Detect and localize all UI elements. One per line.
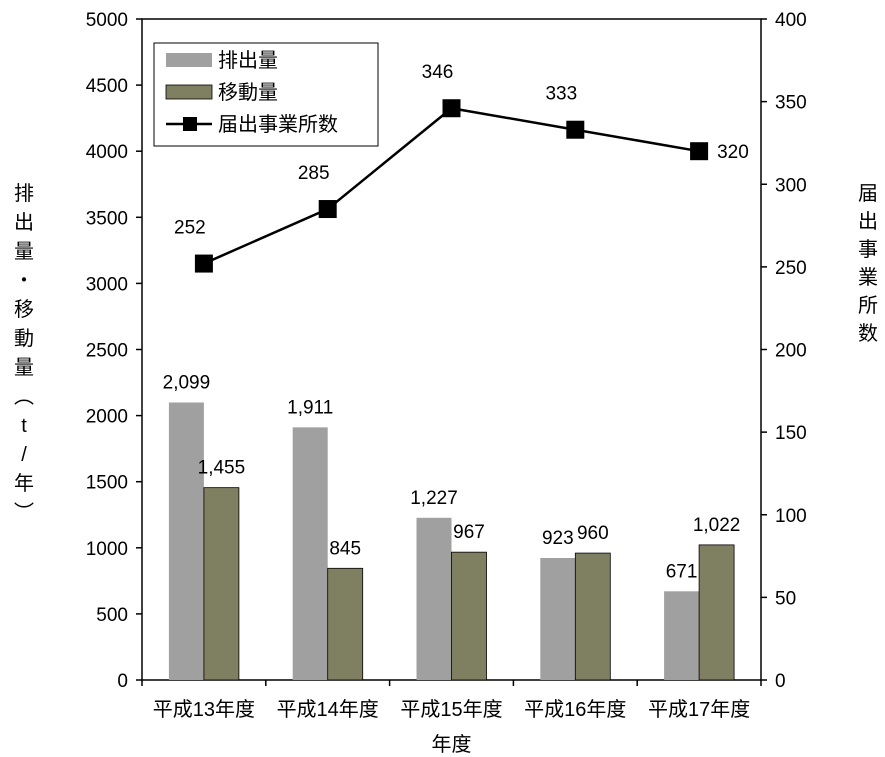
y-axis-title-char: 出 xyxy=(14,211,34,234)
line-value-label: 333 xyxy=(545,84,577,105)
bar-transfer xyxy=(451,551,487,681)
x-tick-label: 平成15年度 xyxy=(400,698,502,721)
bar-emission xyxy=(292,427,328,680)
y2-axis-title-char: 事 xyxy=(858,238,878,261)
y-tick-label: 4000 xyxy=(86,142,128,163)
line-marker xyxy=(318,200,337,219)
y-tick-label: 500 xyxy=(96,605,128,626)
bar-emission xyxy=(168,402,204,680)
y-tick-label: 5000 xyxy=(86,10,128,31)
y2-axis-title-char: 出 xyxy=(858,210,878,233)
bar-transfer xyxy=(574,552,611,681)
bar-value-label: 845 xyxy=(329,538,361,559)
legend-label: 届出事業所数 xyxy=(218,113,338,136)
legend-swatch xyxy=(165,84,213,100)
y-axis-title-char: 年 xyxy=(14,472,34,495)
line-value-label: 252 xyxy=(174,218,206,239)
bar-value-label: 1,022 xyxy=(693,515,741,536)
bars xyxy=(168,402,735,681)
y2-axis-title-char: 数 xyxy=(858,322,878,345)
y-tick-label: 3000 xyxy=(86,274,128,295)
bar-value-label: 1,455 xyxy=(198,458,246,479)
y-axis-title-char: 量 xyxy=(14,241,34,263)
bar-transfer xyxy=(698,544,735,681)
y2-tick-label: 250 xyxy=(775,258,807,279)
y2-axis-title-char: 所 xyxy=(858,294,878,317)
line-marker xyxy=(194,254,213,273)
y-tick-label: 2000 xyxy=(86,407,128,428)
y2-tick-label: 0 xyxy=(775,671,786,692)
y2-tick-label: 100 xyxy=(775,506,807,527)
x-tick-label: 平成17年度 xyxy=(648,698,750,721)
bar-value-label: 960 xyxy=(577,523,609,544)
y-axis-title: 排出量・移動量︵t/年︶ xyxy=(14,182,34,524)
y-axis-title-char: t xyxy=(21,415,27,437)
y-tick-label: 2500 xyxy=(86,341,128,362)
y2-tick-label: 300 xyxy=(775,175,807,196)
y-axis-title-char: / xyxy=(21,444,27,466)
y2-axis-title-char: 届 xyxy=(858,183,878,205)
bar-transfer xyxy=(327,567,364,681)
y-axis-title-char: 移 xyxy=(14,298,34,321)
data-labels: 2,099 1,911 1,227 923 671 1,455 845 967 960 1,022… xyxy=(163,62,749,582)
legend-marker xyxy=(183,117,197,131)
x-tick-label: 平成14年度 xyxy=(277,698,379,721)
line-marker xyxy=(690,142,709,161)
line-value-label: 346 xyxy=(422,62,454,83)
y-axis-title-char: ︵ xyxy=(14,386,34,408)
line-value-label: 320 xyxy=(717,142,749,163)
y-axis-title-char: ・ xyxy=(14,270,34,292)
y2-tick-label: 200 xyxy=(775,341,807,362)
line-marker xyxy=(566,120,585,139)
line-value-label: 285 xyxy=(298,163,330,184)
y-tick-label: 0 xyxy=(117,671,128,692)
bar-value-label: 967 xyxy=(453,522,485,543)
y2-tick-label: 150 xyxy=(775,423,807,444)
x-axis-title: 年度 xyxy=(432,733,472,756)
y2-tick-label: 400 xyxy=(775,10,807,31)
bar-value-label: 671 xyxy=(666,561,698,582)
bar-value-label: 1,227 xyxy=(410,488,458,509)
y-tick-label: 1500 xyxy=(86,473,128,494)
y2-tick-label: 350 xyxy=(775,93,807,114)
bar-value-label: 923 xyxy=(542,528,574,549)
bar-value-label: 2,099 xyxy=(163,373,211,394)
y-tick-label: 4500 xyxy=(86,76,128,97)
x-tick-label: 平成16年度 xyxy=(524,698,626,721)
bar-emission xyxy=(540,557,576,680)
y2-tick-label: 50 xyxy=(775,588,796,609)
bar-emission xyxy=(416,517,452,680)
legend-swatch xyxy=(166,53,212,67)
legend-label: 移動量 xyxy=(218,81,278,104)
right-axis: 0 50 100 150 200 250 300 350 400 xyxy=(761,10,807,692)
line-marker xyxy=(442,99,461,118)
left-axis: 0 500 1000 1500 2000 2500 3000 3500 4000 4500 5000 xyxy=(86,10,762,692)
legend-label: 排出量 xyxy=(218,49,278,72)
bar-emission xyxy=(664,591,700,680)
x-tick-label: 平成13年度 xyxy=(153,698,255,721)
y-axis-title-char: 動 xyxy=(14,327,34,350)
line-series xyxy=(194,99,709,273)
y-axis-title-char: 量 xyxy=(14,357,34,379)
y-tick-label: 3500 xyxy=(86,208,128,229)
y-axis-title-char: 排 xyxy=(14,182,34,205)
bar-value-label: 1,911 xyxy=(287,397,333,418)
y-tick-label: 1000 xyxy=(86,539,128,560)
y2-axis-title-char: 業 xyxy=(858,266,878,289)
y-axis-title-char: ︶ xyxy=(14,501,34,524)
y2-axis-title: 届出事業所数 xyxy=(858,183,878,345)
bar-transfer xyxy=(203,487,240,681)
x-axis-tick-labels: 平成13年度 平成14年度 平成15年度 平成16年度 平成17年度 xyxy=(153,698,750,721)
